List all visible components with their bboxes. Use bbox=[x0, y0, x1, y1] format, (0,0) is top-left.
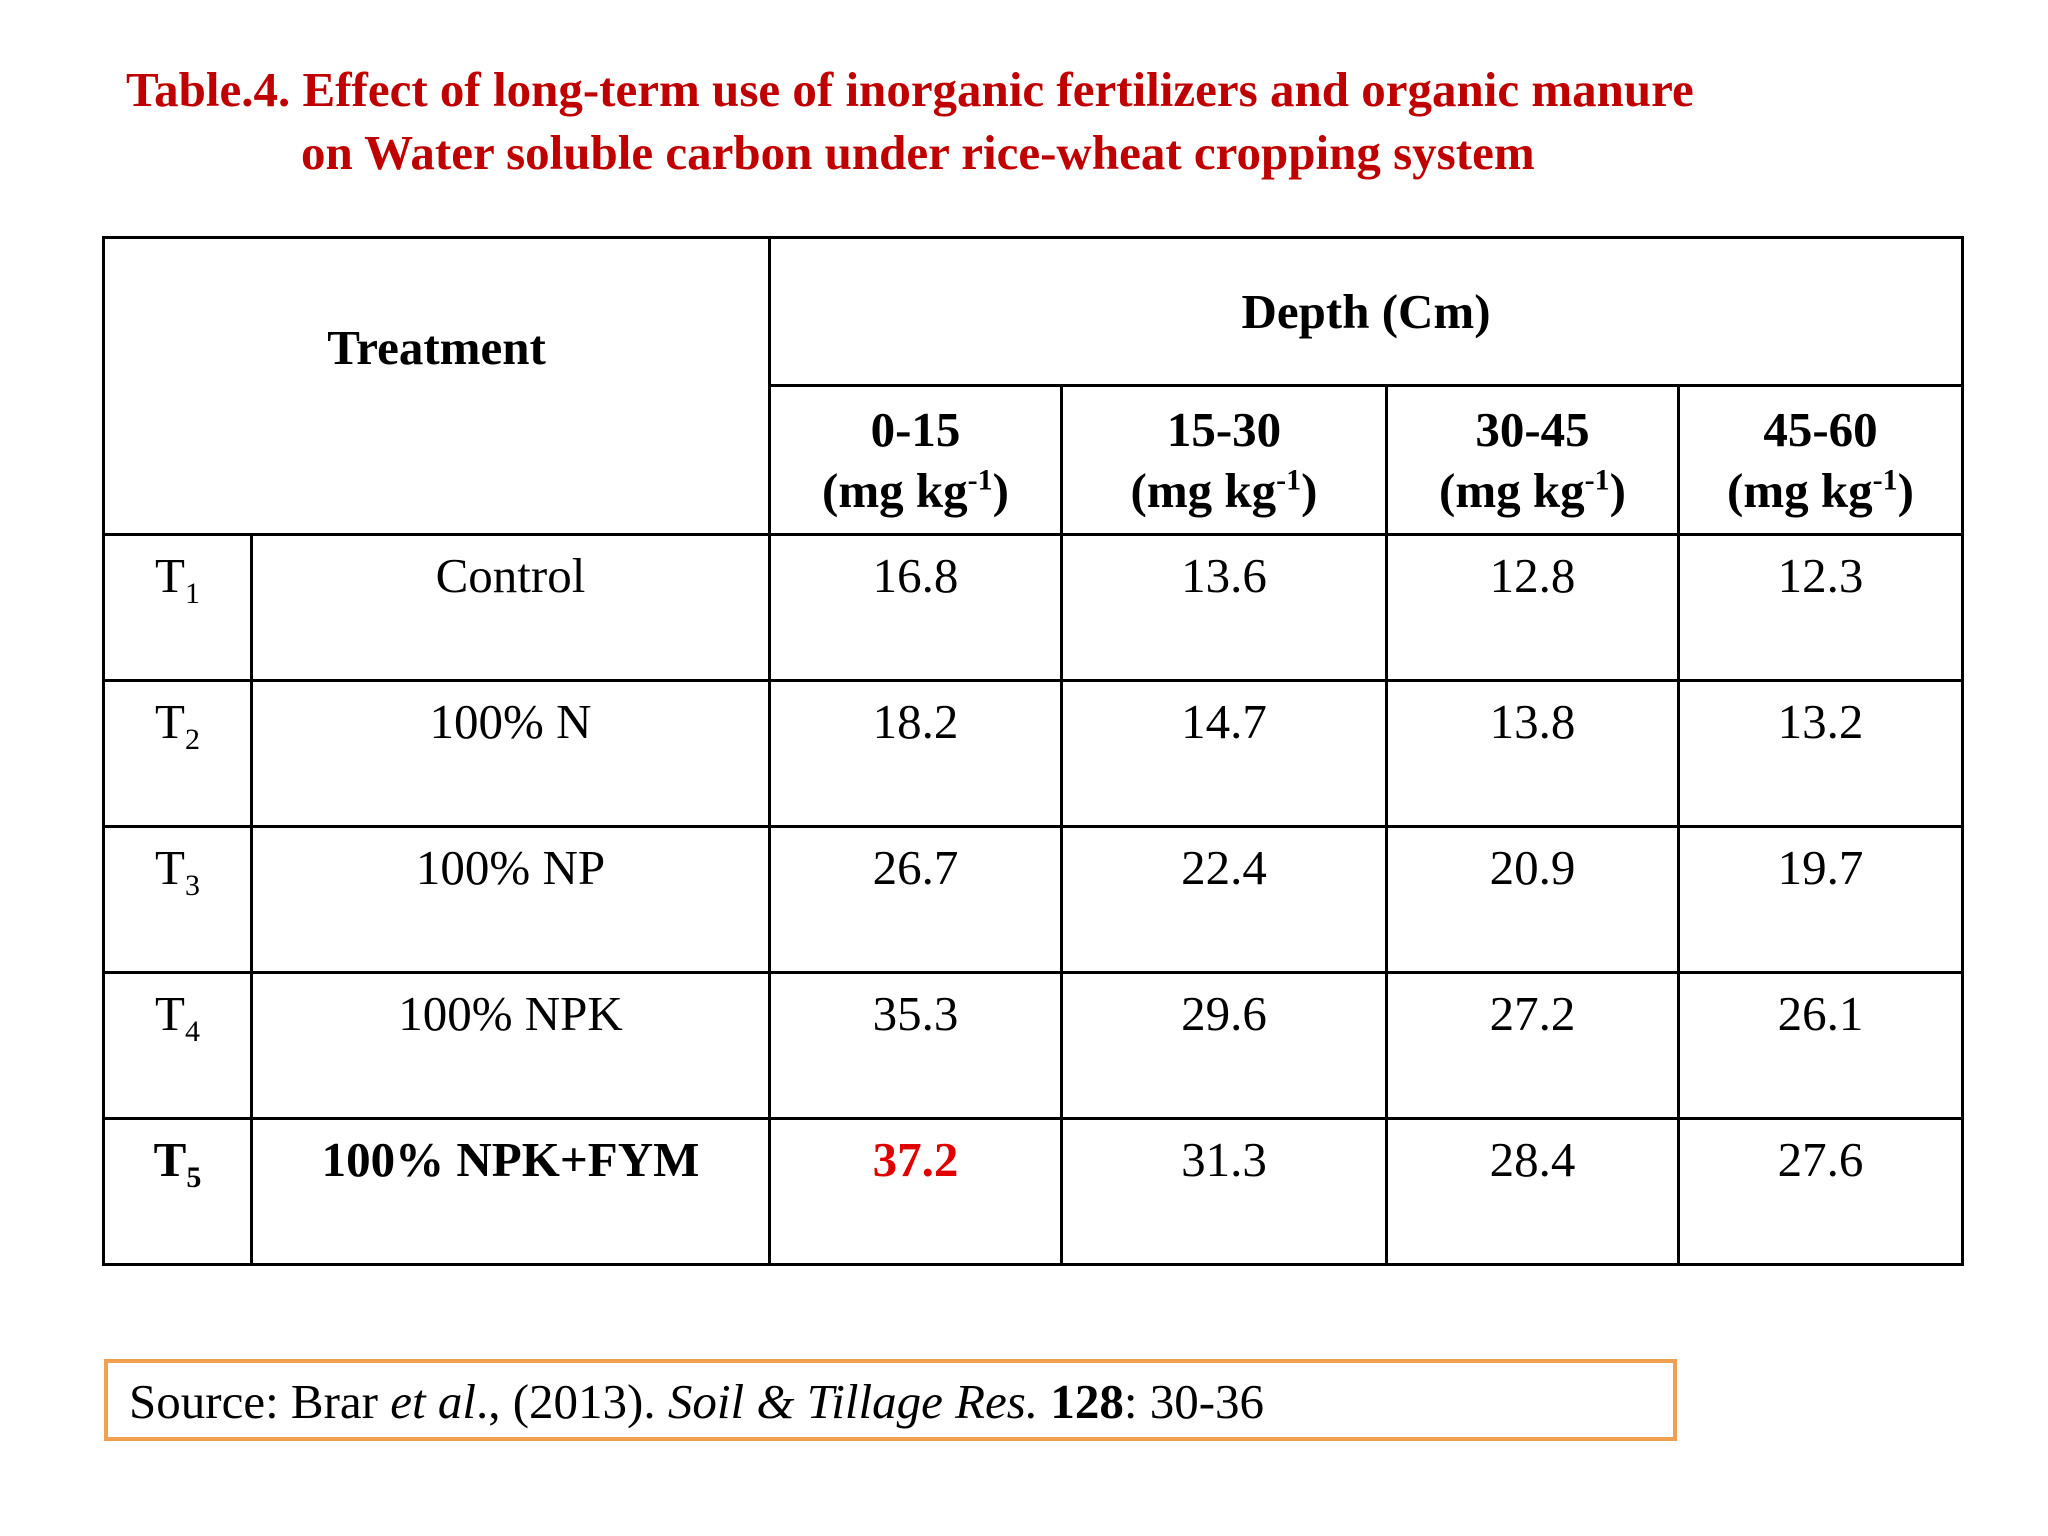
treatment-name: 100% NP bbox=[250, 825, 771, 974]
source-citation: Source: Brar et al., (2013). Soil & Till… bbox=[104, 1359, 1677, 1441]
source-etal: et al bbox=[390, 1374, 476, 1429]
depth-range: 30-45 bbox=[1475, 402, 1590, 457]
treatment-code-letter: T bbox=[153, 1132, 187, 1187]
depth-unit: (mg kg-1) bbox=[1439, 463, 1626, 518]
treatment-name: 100% NPK+FYM bbox=[250, 1117, 771, 1266]
depth-range: 0-15 bbox=[870, 402, 961, 457]
depth-unit: (mg kg-1) bbox=[822, 463, 1009, 518]
depth-unit: (mg kg-1) bbox=[1131, 463, 1318, 518]
depth-unit-suffix: ) bbox=[992, 463, 1009, 518]
value-cell: 12.8 bbox=[1385, 533, 1680, 682]
depth-unit-prefix: (mg kg bbox=[1439, 463, 1585, 518]
value-cell: 29.6 bbox=[1060, 971, 1388, 1120]
treatment-code: T2 bbox=[102, 679, 253, 828]
table-row: T1 Control 16.8 13.6 12.8 12.3 bbox=[102, 533, 1965, 682]
treatment-code-letter: T bbox=[155, 986, 185, 1041]
treatment-code-sub: 3 bbox=[184, 868, 200, 902]
treatment-code-sub: 1 bbox=[184, 576, 200, 610]
treatment-code-letter: T bbox=[155, 840, 185, 895]
table-row: T2 100% N 18.2 14.7 13.8 13.2 bbox=[102, 679, 1965, 828]
depth-unit-exp: -1 bbox=[1872, 463, 1898, 497]
value-cell: 19.7 bbox=[1676, 825, 1965, 974]
depth-column-header: 45-60 (mg kg-1) bbox=[1676, 384, 1965, 536]
treatment-code: T4 bbox=[102, 971, 253, 1120]
depth-range: 45-60 bbox=[1763, 402, 1878, 457]
source-journal: Soil & Tillage Res. bbox=[667, 1374, 1039, 1429]
treatment-code: T3 bbox=[102, 825, 253, 974]
depth-unit-prefix: (mg kg bbox=[822, 463, 968, 518]
depth-header: Depth (Cm) bbox=[767, 236, 1965, 387]
depth-column-header: 15-30 (mg kg-1) bbox=[1060, 384, 1388, 536]
table-row: T3 100% NP 26.7 22.4 20.9 19.7 bbox=[102, 825, 1965, 974]
depth-unit: (mg kg-1) bbox=[1727, 463, 1914, 518]
depth-range: 15-30 bbox=[1166, 402, 1282, 457]
depth-column-header: 30-45 (mg kg-1) bbox=[1385, 384, 1680, 536]
highlighted-value-cell: 37.2 bbox=[768, 1117, 1063, 1266]
value-cell: 13.8 bbox=[1385, 679, 1680, 828]
value-cell: 31.3 bbox=[1060, 1117, 1388, 1266]
source-prefix: Source: Brar bbox=[129, 1374, 391, 1429]
source-volume: 128 bbox=[1050, 1374, 1124, 1429]
treatment-name: Control bbox=[250, 533, 771, 682]
treatment-code: T5 bbox=[102, 1117, 253, 1266]
treatment-code-sub: 5 bbox=[186, 1160, 202, 1194]
treatment-name: 100% N bbox=[250, 679, 771, 828]
depth-unit-prefix: (mg kg bbox=[1130, 463, 1277, 518]
value-cell: 27.6 bbox=[1676, 1117, 1965, 1266]
depth-unit-suffix: ) bbox=[1609, 463, 1626, 518]
depth-unit-suffix: ) bbox=[1897, 463, 1914, 518]
value-cell: 13.6 bbox=[1060, 533, 1388, 682]
value-cell: 28.4 bbox=[1385, 1117, 1680, 1266]
value-cell: 27.2 bbox=[1385, 971, 1680, 1120]
value-cell: 12.3 bbox=[1676, 533, 1965, 682]
value-cell: 18.2 bbox=[768, 679, 1063, 828]
depth-unit-exp: -1 bbox=[967, 463, 993, 497]
source-year: ., (2013). bbox=[475, 1374, 668, 1429]
depth-unit-prefix: (mg kg bbox=[1727, 463, 1873, 518]
treatment-code-letter: T bbox=[155, 548, 185, 603]
depth-column-header: 0-15 (mg kg-1) bbox=[768, 384, 1063, 536]
table-row: T4 100% NPK 35.3 29.6 27.2 26.1 bbox=[102, 971, 1965, 1120]
slide-title: Table.4. Effect of long-term use of inor… bbox=[126, 58, 1906, 184]
treatment-header: Treatment bbox=[102, 236, 771, 536]
treatment-code-sub: 2 bbox=[184, 722, 200, 756]
treatment-code-letter: T bbox=[155, 694, 185, 749]
table-row: T5 100% NPK+FYM 37.2 31.3 28.4 27.6 bbox=[102, 1117, 1965, 1266]
value-cell: 26.1 bbox=[1676, 971, 1965, 1120]
treatment-code: T1 bbox=[102, 533, 253, 682]
depth-unit-suffix: ) bbox=[1301, 463, 1318, 518]
value-cell: 13.2 bbox=[1676, 679, 1965, 828]
value-cell: 26.7 bbox=[768, 825, 1063, 974]
value-cell: 35.3 bbox=[768, 971, 1063, 1120]
depth-unit-exp: -1 bbox=[1584, 463, 1610, 497]
treatment-code-sub: 4 bbox=[184, 1014, 200, 1048]
source-space bbox=[1038, 1374, 1050, 1429]
header-row-1: Treatment Depth (Cm) bbox=[102, 236, 1965, 536]
source-pages: : 30-36 bbox=[1123, 1374, 1265, 1429]
value-cell: 20.9 bbox=[1385, 825, 1680, 974]
value-cell: 22.4 bbox=[1060, 825, 1388, 974]
depth-unit-exp: -1 bbox=[1276, 463, 1302, 497]
value-cell: 14.7 bbox=[1060, 679, 1388, 828]
treatment-name: 100% NPK bbox=[250, 971, 771, 1120]
value-cell: 16.8 bbox=[768, 533, 1063, 682]
title-line-1: Table.4. Effect of long-term use of inor… bbox=[126, 62, 1694, 117]
header-row-2: 0-15 (mg kg-1) 15-30 (mg kg-1) 30-45 (mg… bbox=[104, 384, 1965, 536]
title-line-2: on Water soluble carbon under rice-wheat… bbox=[301, 125, 1535, 180]
data-table: Treatment Depth (Cm) 0-15 (mg kg-1) 15-3… bbox=[102, 236, 1965, 1266]
